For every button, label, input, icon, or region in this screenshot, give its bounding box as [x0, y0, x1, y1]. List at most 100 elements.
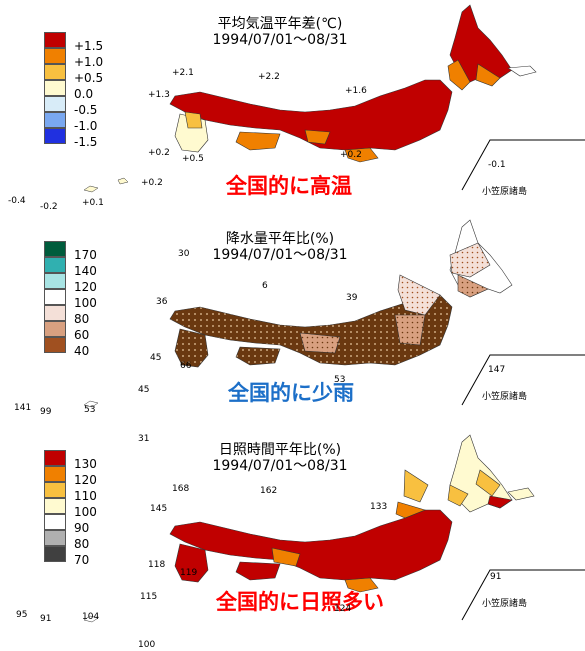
ogasawara-label: 小笠原諸島	[482, 599, 528, 609]
legend-label: 130	[74, 457, 97, 471]
temperature-value: +0.1	[82, 198, 104, 208]
temperature-value: -0.2	[40, 202, 58, 212]
temperature-title-line1: 平均気温平年差(℃)	[217, 16, 343, 32]
legend-label: +0.5	[74, 71, 104, 85]
legend-label: 80	[74, 537, 90, 551]
legend-swatch	[44, 498, 66, 514]
legend-label: -1.5	[74, 135, 98, 149]
precipitation-value: 53	[84, 405, 96, 415]
precipitation-map	[83, 219, 585, 408]
precipitation-period: 1994/07/01～08/31	[212, 247, 348, 263]
temperature-period: 1994/07/01～08/31	[212, 32, 348, 48]
sunshine-value: 133	[370, 502, 388, 512]
legend-label: 0.0	[74, 87, 94, 101]
sunshine-callout: 全国的に日照多い	[216, 590, 384, 614]
sunshine-value: 104	[82, 612, 100, 622]
precipitation-value: 39	[346, 293, 358, 303]
ogasawara-label: 小笠原諸島	[482, 392, 528, 402]
sunshine-value: 115	[140, 592, 158, 602]
legend-swatch	[44, 112, 66, 128]
legend-label: 120	[74, 280, 97, 294]
precipitation-title: 降水量平年比(%) 1994/07/01～08/31	[175, 231, 385, 263]
legend-label: 80	[74, 312, 90, 326]
sunshine-value: 91	[40, 614, 52, 624]
legend-label: +1.0	[74, 55, 104, 69]
sunshine-value: 31	[138, 434, 150, 444]
legend-swatch	[44, 546, 66, 562]
legend-label: -1.0	[74, 119, 98, 133]
legend-label: -0.5	[74, 103, 98, 117]
legend-swatch	[44, 273, 66, 289]
legend-label: 60	[74, 328, 90, 342]
sunshine-value: 95	[16, 610, 28, 620]
legend-swatch	[44, 289, 66, 305]
legend-label: 70	[74, 553, 90, 567]
precipitation-value: 99	[40, 407, 52, 417]
sunshine-value: 100	[138, 640, 156, 650]
precipitation-title-line1: 降水量平年比(%)	[225, 231, 335, 247]
temperature-value: +0.2	[141, 178, 163, 188]
legend-swatch	[44, 32, 66, 48]
precipitation-value: 147	[488, 365, 506, 375]
temperature-value: -0.1	[488, 160, 506, 170]
precipitation-value: 30	[178, 249, 190, 259]
temperature-value: -0.4	[8, 196, 26, 206]
legend-swatch	[44, 482, 66, 498]
legend-swatch	[44, 514, 66, 530]
legend-label: 90	[74, 521, 90, 535]
sunshine-value: 119	[180, 568, 198, 578]
sunshine-value: 162	[260, 486, 278, 496]
sunshine-value: 118	[148, 560, 166, 570]
temperature-title: 平均気温平年差(℃) 1994/07/01～08/31	[175, 16, 385, 48]
temperature-map	[83, 4, 585, 193]
legend-swatch	[44, 337, 66, 353]
legend-label: 110	[74, 489, 97, 503]
sunshine-title: 日照時間平年比(%) 1994/07/01～08/31	[175, 442, 385, 474]
legend-label: 120	[74, 473, 97, 487]
precipitation-value: 66	[180, 361, 192, 371]
precipitation-value: 45	[150, 353, 162, 363]
precipitation-value: 53	[334, 375, 346, 385]
legend-swatch	[44, 48, 66, 64]
legend-swatch	[44, 80, 66, 96]
temperature-value: +1.6	[345, 86, 367, 96]
legend-swatch	[44, 450, 66, 466]
temperature-value: +0.2	[148, 148, 170, 158]
sunshine-title-line1: 日照時間平年比(%)	[218, 442, 342, 458]
sunshine-period: 1994/07/01～08/31	[212, 458, 348, 474]
ogasawara-label: 小笠原諸島	[482, 187, 528, 197]
precipitation-value: 141	[14, 403, 32, 413]
temperature-callout: 全国的に高温	[226, 174, 352, 198]
legend-swatch	[44, 466, 66, 482]
legend-swatch	[44, 530, 66, 546]
precipitation-value: 36	[156, 297, 168, 307]
sunshine-value: 168	[172, 484, 190, 494]
legend-label: 100	[74, 505, 97, 519]
sunshine-value: 91	[490, 572, 502, 582]
temperature-panel: 平均気温平年差(℃) 1994/07/01～08/31 +1.5 +1.0 +0.5…	[0, 0, 585, 215]
sunshine-map	[83, 434, 585, 623]
sunshine-panel: 日照時間平年比(%) 1994/07/01～08/31 130 120 110 100…	[0, 430, 585, 651]
legend-swatch	[44, 96, 66, 112]
legend-swatch	[44, 128, 66, 144]
sunshine-value: 145	[150, 504, 168, 514]
legend-label: +1.5	[74, 39, 104, 53]
temperature-value: +0.5	[182, 154, 204, 164]
precipitation-value: 6	[262, 281, 268, 291]
precipitation-callout: 全国的に少雨	[228, 381, 354, 405]
temperature-value: +1.3	[148, 90, 170, 100]
temperature-value: +2.1	[172, 68, 194, 78]
precipitation-value: 45	[138, 385, 150, 395]
temperature-value: +2.2	[258, 72, 280, 82]
sunshine-value: 124	[334, 604, 352, 614]
legend-swatch	[44, 64, 66, 80]
temperature-value: +0.2	[340, 150, 362, 160]
legend-label: 40	[74, 344, 90, 358]
legend-label: 170	[74, 248, 97, 262]
legend-label: 140	[74, 264, 97, 278]
legend-swatch	[44, 241, 66, 257]
legend-swatch	[44, 257, 66, 273]
legend-swatch	[44, 305, 66, 321]
legend-label: 100	[74, 296, 97, 310]
legend-swatch	[44, 321, 66, 337]
